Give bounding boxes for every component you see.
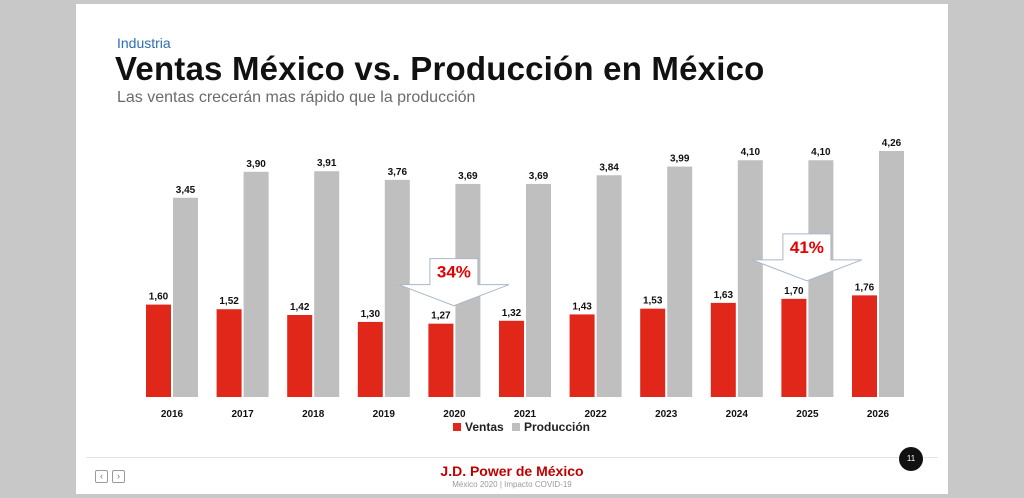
x-tick-label-2020: 2020: [443, 409, 466, 420]
produccion-value-label-2026: 4,26: [882, 138, 902, 149]
x-tick-label-2023: 2023: [655, 409, 678, 420]
slide: Industria Ventas México vs. Producción e…: [76, 4, 948, 494]
bar-chart: 1,60 3,45 2016 1,52 3,90 2017 1,42 3,91 2018 1,30…: [146, 138, 904, 434]
legend-swatch-produccion: [512, 423, 520, 431]
x-tick-label-2022: 2022: [584, 409, 607, 420]
produccion-value-label-2024: 4,10: [741, 147, 761, 158]
ventas-bar-2016: [146, 304, 171, 397]
produccion-value-label-2022: 3,84: [599, 162, 619, 173]
produccion-bar-2016: [173, 197, 198, 397]
prev-slide-button[interactable]: ‹: [95, 470, 108, 483]
produccion-value-label-2020: 3,69: [458, 171, 478, 182]
page-number-badge: 11: [899, 447, 923, 471]
produccion-value-label-2016: 3,45: [176, 185, 196, 196]
produccion-value-label-2018: 3,91: [317, 158, 337, 169]
ventas-value-label-2026: 1,76: [855, 282, 875, 293]
slide-title: Ventas México vs. Producción en México: [115, 50, 765, 87]
ventas-bar-2019: [357, 321, 383, 397]
ventas-value-label-2025: 1,70: [784, 286, 804, 297]
produccion-value-label-2021: 3,69: [529, 171, 549, 182]
x-tick-label-2021: 2021: [514, 409, 537, 420]
footer-note: México 2020 | Impacto COVID-19: [452, 480, 572, 489]
next-slide-button[interactable]: ›: [112, 470, 125, 483]
ventas-value-label-2016: 1,60: [149, 292, 169, 303]
ventas-value-label-2018: 1,42: [290, 302, 310, 313]
produccion-value-label-2019: 3,76: [388, 167, 408, 178]
ventas-bar-2022: [569, 314, 595, 397]
produccion-bar-2019: [384, 179, 410, 397]
produccion-bar-2022: [596, 175, 622, 397]
brand-name: J.D. Power de México: [440, 463, 584, 479]
produccion-bar-2021: [526, 183, 551, 397]
ventas-bar-2025: [781, 298, 807, 397]
section-label: Industria: [117, 35, 171, 51]
ventas-bar-2026: [852, 295, 877, 397]
ventas-value-label-2022: 1,43: [572, 301, 592, 312]
ventas-bar-2024: [710, 302, 736, 397]
x-tick-label-2016: 2016: [161, 409, 184, 420]
ventas-value-label-2021: 1,32: [502, 308, 522, 319]
footer-divider: [86, 457, 938, 458]
callout-arrow-2025: [751, 233, 863, 282]
ventas-value-label-2020: 1,27: [431, 311, 451, 322]
legend-swatch-ventas: [453, 423, 461, 431]
x-tick-label-2026: 2026: [867, 409, 890, 420]
x-tick-label-2018: 2018: [302, 409, 325, 420]
produccion-bar-2017: [243, 171, 269, 397]
ventas-bar-2021: [499, 320, 524, 397]
produccion-bar-2026: [879, 151, 904, 397]
produccion-bar-2024: [737, 160, 763, 397]
x-tick-label-2025: 2025: [796, 409, 819, 420]
ventas-value-label-2023: 1,53: [643, 296, 663, 307]
produccion-bar-2023: [667, 166, 693, 397]
callout-label-2020: 34%: [437, 263, 471, 282]
x-tick-label-2019: 2019: [373, 409, 396, 420]
produccion-value-label-2023: 3,99: [670, 154, 690, 165]
ventas-bar-2017: [216, 309, 242, 397]
produccion-bar-2018: [314, 171, 340, 397]
callout-arrow-2020: [398, 258, 510, 307]
slide-subtitle: Las ventas crecerán mas rápido que la pr…: [117, 89, 476, 106]
ventas-value-label-2024: 1,63: [714, 290, 734, 301]
ventas-bar-2018: [287, 315, 313, 397]
x-tick-label-2017: 2017: [231, 409, 254, 420]
ventas-value-label-2017: 1,52: [219, 296, 239, 307]
legend-label-ventas: Ventas: [465, 420, 504, 434]
ventas-value-label-2019: 1,30: [361, 309, 381, 320]
ventas-bar-2020: [428, 323, 454, 397]
legend-label-produccion: Producción: [524, 420, 590, 434]
callout-label-2025: 41%: [790, 238, 824, 257]
produccion-value-label-2017: 3,90: [246, 159, 266, 170]
x-tick-label-2024: 2024: [726, 409, 749, 420]
produccion-value-label-2025: 4,10: [811, 147, 831, 158]
ventas-bar-2023: [640, 308, 666, 397]
